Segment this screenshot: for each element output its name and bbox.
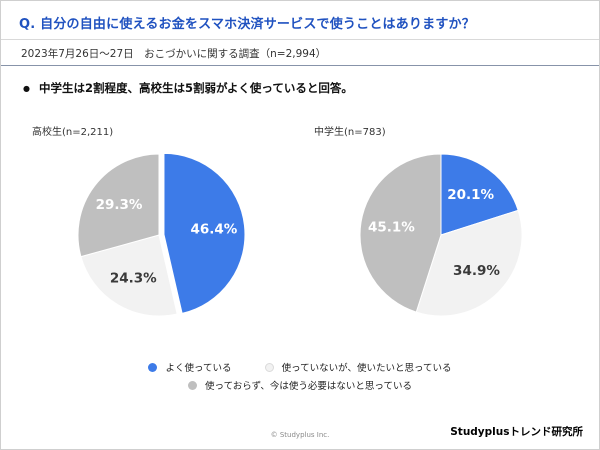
- chart-title-juniorhigh: 中学生(n=783): [314, 127, 386, 138]
- brand-name: Studyplusトレンド研究所: [450, 426, 583, 438]
- legend-label: 使っていないが、使いたいと思っている: [281, 363, 452, 374]
- charts-area: 高校生(n=2,211) 46.4% 24.3% 29.3% 中学生(n=783) …: [1, 123, 599, 328]
- pie-slice: [415, 209, 523, 317]
- pie-percent-label: 29.3%: [96, 197, 143, 213]
- legend-item-no-need: 使っておらず、今は使う必要はないと思っている: [188, 379, 412, 394]
- legend-row-1: よく使っている 使っていないが、使いたいと思っている: [1, 358, 599, 376]
- pie-slice: [440, 153, 519, 236]
- pie-slice: [77, 153, 160, 258]
- pie-slice: [163, 152, 246, 314]
- legend-item-want-to-use: 使っていないが、使いたいと思っている: [264, 361, 452, 376]
- legend-marker-blue: [148, 363, 158, 372]
- survey-meta: 2023年7月26日～27日 おこづかいに関する調査（n=2,994）: [21, 48, 327, 60]
- pie-juniorhigh: 20.1% 34.9% 45.1%: [359, 153, 523, 317]
- pie-slice: [359, 153, 442, 313]
- pie-percent-label: 45.1%: [368, 220, 415, 236]
- legend-marker-gray: [188, 381, 198, 390]
- legend: よく使っている 使っていないが、使いたいと思っている 使っておらず、今は使う必要…: [1, 358, 599, 394]
- bullet-icon: ●: [23, 83, 30, 93]
- pie-percent-label: 46.4%: [190, 221, 237, 237]
- legend-item-often-use: よく使っている: [148, 361, 232, 376]
- pie-percent-label: 20.1%: [447, 187, 494, 203]
- page-title: Q. 自分の自由に使えるお金をスマホ決済サービスで使うことはありますか？: [19, 17, 475, 32]
- divider-subheader: [1, 65, 599, 66]
- legend-marker-light: [264, 363, 274, 372]
- chart-title-highschool: 高校生(n=2,211): [32, 127, 114, 138]
- pie-highschool: 46.4% 24.3% 29.3%: [77, 152, 246, 317]
- pie-chart-juniorhigh: 中学生(n=783) 20.1% 34.9% 45.1%: [300, 123, 582, 328]
- pie-percent-label: 34.9%: [453, 263, 500, 279]
- divider-title: [1, 39, 599, 40]
- copyright-text: © Studyplus Inc.: [270, 431, 330, 439]
- legend-label: よく使っている: [165, 363, 232, 374]
- summary: ● 中学生は2割程度、高校生は5割弱がよく使っていると回答。: [23, 80, 579, 96]
- pie-chart-highschool: 高校生(n=2,211) 46.4% 24.3% 29.3%: [18, 123, 300, 328]
- pie-percent-label: 24.3%: [110, 271, 157, 287]
- legend-row-2: 使っておらず、今は使う必要はないと思っている: [1, 376, 599, 394]
- summary-text: 中学生は2割程度、高校生は5割弱がよく使っていると回答。: [38, 81, 353, 95]
- legend-label: 使っておらず、今は使う必要はないと思っている: [205, 381, 412, 392]
- pie-slice: [80, 234, 178, 317]
